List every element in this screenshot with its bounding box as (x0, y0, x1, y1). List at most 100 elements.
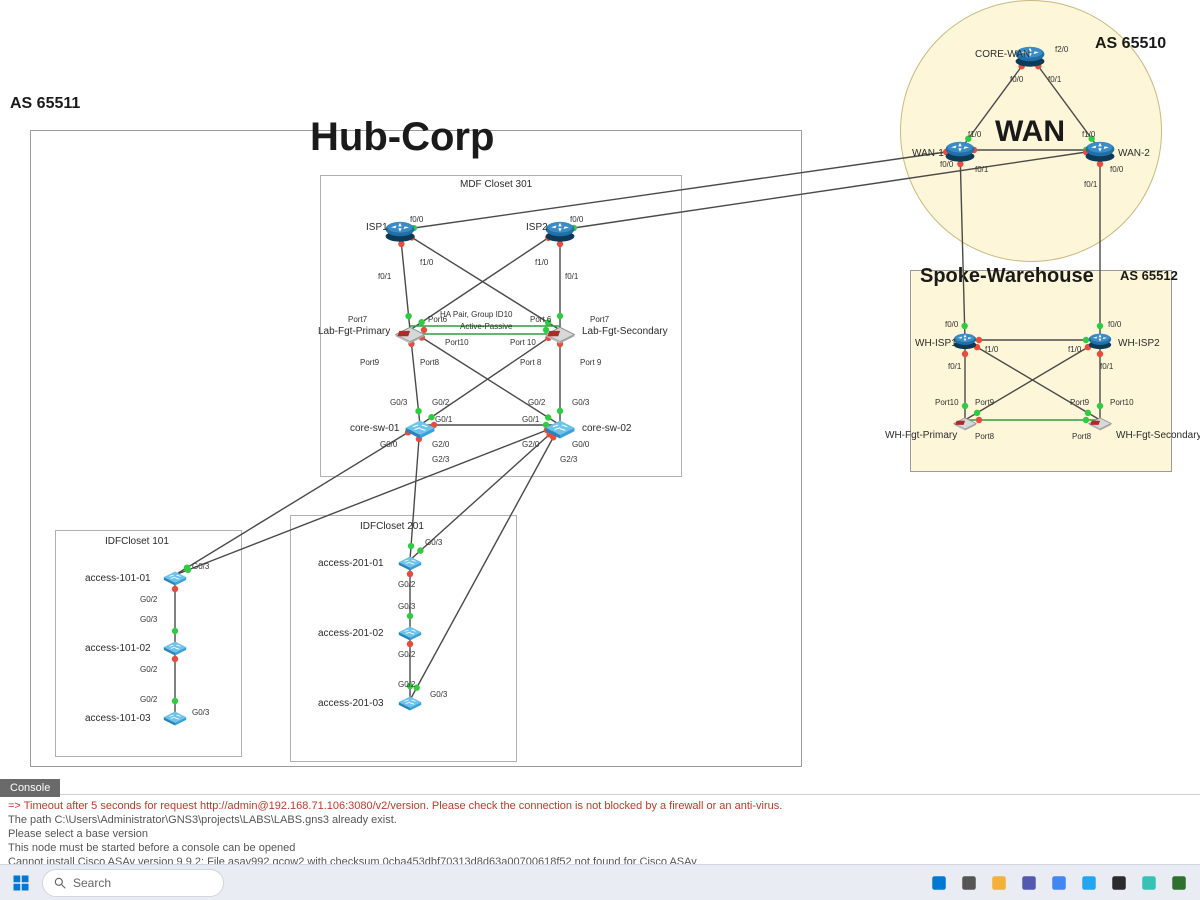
node-wfw2[interactable] (1086, 409, 1114, 431)
port-label: f0/0 (940, 160, 953, 169)
node-wisp2[interactable] (1086, 329, 1114, 351)
port-label: G2/0 (522, 440, 539, 449)
node-label-a201_3: access-201-03 (318, 698, 384, 709)
port-label: G0/3 (572, 398, 589, 407)
node-label-a101_2: access-101-02 (85, 643, 151, 654)
port-label: G0/1 (522, 415, 539, 424)
port-label: f0/1 (1084, 180, 1097, 189)
console-panel[interactable]: Console => Timeout after 5 seconds for r… (0, 794, 1200, 864)
node-a101_1[interactable] (161, 564, 189, 586)
taskbar-search[interactable]: Search (42, 869, 224, 897)
port-label: G0/2 (140, 695, 157, 704)
port-label: Port7 (348, 315, 367, 324)
port-label: Port9 (360, 358, 379, 367)
node-label-wfw1: WH-Fgt-Primary (885, 430, 957, 441)
console-lines: => Timeout after 5 seconds for request h… (8, 799, 1192, 869)
search-icon (53, 876, 67, 890)
port-label: G0/0 (572, 440, 589, 449)
console-title: Console (0, 779, 60, 797)
port-label: f1/0 (420, 258, 433, 267)
port-label: G0/2 (140, 595, 157, 604)
port-label: Port 10 (510, 338, 536, 347)
port-label: Active-Passive (460, 322, 512, 331)
port-label: Port7 (590, 315, 609, 324)
node-label-core_wan: CORE-WAN (975, 49, 1030, 60)
node-wan2[interactable] (1082, 136, 1118, 164)
port-label: G2/3 (432, 455, 449, 464)
vscode-icon[interactable] (1078, 872, 1100, 894)
port-label: f0/0 (410, 215, 423, 224)
title-wan: WAN (995, 115, 1065, 149)
node-fw1[interactable] (392, 316, 428, 344)
chrome-icon[interactable] (1048, 872, 1070, 894)
port-label: f0/0 (1110, 165, 1123, 174)
port-label: G0/2 (398, 580, 415, 589)
node-a201_1[interactable] (396, 549, 424, 571)
search-icon[interactable] (958, 872, 980, 894)
port-label: f2/0 (1055, 45, 1068, 54)
node-label-csw2: core-sw-02 (582, 423, 631, 434)
file-explorer-icon[interactable] (988, 872, 1010, 894)
node-label-a101_1: access-101-01 (85, 573, 151, 584)
port-label: f0/1 (975, 165, 988, 174)
edge-icon[interactable] (1138, 872, 1160, 894)
node-label-wfw2: WH-Fgt-Secondary (1116, 430, 1200, 441)
port-label: Port8 (975, 432, 994, 441)
node-a101_3[interactable] (161, 704, 189, 726)
port-label: f1/0 (985, 345, 998, 354)
node-wfw1[interactable] (951, 409, 979, 431)
gns3-icon[interactable] (1168, 872, 1190, 894)
node-label-isp1: ISP1 (366, 222, 388, 233)
console-line: The path C:\Users\Administrator\GNS3\pro… (8, 813, 1192, 827)
port-label: HA Pair, Group ID10 (440, 310, 512, 319)
label-as-hub: AS 65511 (10, 95, 80, 113)
label-idf201-title: IDFCloset 201 (360, 521, 424, 532)
port-label: f0/1 (948, 362, 961, 371)
port-label: Port 9 (580, 358, 601, 367)
node-label-wan2: WAN-2 (1118, 148, 1150, 159)
taskbar-tray (928, 872, 1190, 894)
teams-icon[interactable] (1018, 872, 1040, 894)
label-idf101-title: IDFCloset 101 (105, 536, 169, 547)
port-label: Port10 (1110, 398, 1134, 407)
windows-start-icon[interactable] (10, 872, 32, 894)
port-label: G2/3 (560, 455, 577, 464)
topology-canvas[interactable]: Hub-Corp WAN Spoke-Warehouse AS 65511 AS… (0, 0, 1200, 830)
port-label: Port8 (420, 358, 439, 367)
port-label: f0/1 (565, 272, 578, 281)
port-label: f0/1 (378, 272, 391, 281)
node-label-a201_1: access-201-01 (318, 558, 384, 569)
node-label-wisp2: WH-ISP2 (1118, 338, 1160, 349)
port-label: f1/0 (535, 258, 548, 267)
windows-start-icon[interactable] (928, 872, 950, 894)
node-a201_2[interactable] (396, 619, 424, 641)
port-label: Port9 (1070, 398, 1089, 407)
node-label-fw1: Lab-Fgt-Primary (318, 326, 390, 337)
node-a101_2[interactable] (161, 634, 189, 656)
port-label: G0/2 (398, 650, 415, 659)
node-label-isp2: ISP2 (526, 222, 548, 233)
port-label: f0/0 (1108, 320, 1121, 329)
terminal-icon[interactable] (1108, 872, 1130, 894)
node-label-csw1: core-sw-01 (350, 423, 399, 434)
node-label-fw2: Lab-Fgt-Secondary (582, 326, 668, 337)
port-label: f1/0 (968, 130, 981, 139)
taskbar[interactable]: Search (0, 864, 1200, 900)
port-label: G0/3 (192, 562, 209, 571)
node-csw2[interactable] (542, 411, 578, 439)
port-label: G0/2 (140, 665, 157, 674)
title-spoke: Spoke-Warehouse (920, 265, 1094, 288)
port-label: G0/3 (140, 615, 157, 624)
port-label: Port9 (975, 398, 994, 407)
node-csw1[interactable] (402, 411, 438, 439)
label-mdf-title: MDF Closet 301 (460, 179, 532, 190)
port-label: f0/1 (1048, 75, 1061, 84)
node-a201_3[interactable] (396, 689, 424, 711)
title-hub-corp: Hub-Corp (310, 115, 494, 160)
node-label-wisp1: WH-ISP1 (915, 338, 957, 349)
taskbar-search-placeholder: Search (73, 876, 111, 890)
port-label: f1/0 (1082, 130, 1095, 139)
node-label-a201_2: access-201-02 (318, 628, 384, 639)
port-label: G0/3 (398, 602, 415, 611)
port-label: G0/2 (528, 398, 545, 407)
